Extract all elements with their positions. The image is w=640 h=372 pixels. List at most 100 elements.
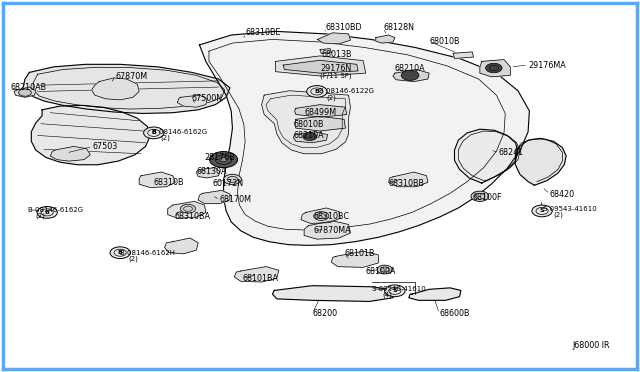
Polygon shape xyxy=(273,286,395,301)
Text: B: B xyxy=(151,130,156,135)
Text: 68210AB: 68210AB xyxy=(10,83,47,92)
Polygon shape xyxy=(376,35,395,43)
Text: 67870M: 67870M xyxy=(116,71,148,81)
Polygon shape xyxy=(196,168,220,178)
Text: 68128N: 68128N xyxy=(383,23,415,32)
Text: S 09540-41610: S 09540-41610 xyxy=(372,286,426,292)
Text: 67500N: 67500N xyxy=(192,93,223,103)
Circle shape xyxy=(314,212,329,221)
Text: 68013B: 68013B xyxy=(321,50,352,59)
Polygon shape xyxy=(200,31,529,246)
Circle shape xyxy=(303,132,317,141)
Polygon shape xyxy=(92,78,139,100)
Text: (2): (2) xyxy=(326,94,336,100)
Polygon shape xyxy=(164,238,198,254)
Polygon shape xyxy=(388,172,428,187)
Polygon shape xyxy=(320,49,332,53)
Polygon shape xyxy=(177,95,207,107)
Polygon shape xyxy=(139,172,175,187)
Text: 68100A: 68100A xyxy=(365,266,396,276)
Text: 67503: 67503 xyxy=(93,142,118,151)
Text: 68600B: 68600B xyxy=(439,309,470,318)
Text: 68130A: 68130A xyxy=(196,167,227,176)
Text: S 09543-41610: S 09543-41610 xyxy=(543,206,597,212)
Text: 68241: 68241 xyxy=(499,148,524,157)
Text: 68420: 68420 xyxy=(550,190,575,199)
Polygon shape xyxy=(51,147,90,161)
Circle shape xyxy=(180,204,196,213)
Polygon shape xyxy=(480,60,510,77)
Text: 28176B: 28176B xyxy=(205,153,236,162)
Text: B 08146-6162H: B 08146-6162H xyxy=(120,250,175,256)
Circle shape xyxy=(377,265,392,274)
Text: 68200: 68200 xyxy=(312,309,337,318)
Text: (4): (4) xyxy=(382,291,392,298)
Polygon shape xyxy=(301,208,340,223)
Text: (2): (2) xyxy=(160,134,170,141)
Text: 68310BE: 68310BE xyxy=(245,28,280,37)
Text: 67870MA: 67870MA xyxy=(314,226,351,235)
Polygon shape xyxy=(276,56,365,76)
Text: S: S xyxy=(392,288,397,293)
Polygon shape xyxy=(234,267,279,282)
Polygon shape xyxy=(515,138,566,185)
Text: 68010B: 68010B xyxy=(293,120,324,129)
Polygon shape xyxy=(284,60,358,73)
Text: B: B xyxy=(314,89,319,94)
Polygon shape xyxy=(317,33,351,44)
Circle shape xyxy=(110,247,131,259)
Circle shape xyxy=(471,191,489,201)
Text: S: S xyxy=(540,208,545,214)
Circle shape xyxy=(143,127,164,139)
Circle shape xyxy=(19,89,31,96)
Polygon shape xyxy=(31,105,150,165)
Polygon shape xyxy=(453,52,474,58)
Circle shape xyxy=(385,285,405,296)
Circle shape xyxy=(401,70,419,80)
Polygon shape xyxy=(304,221,351,239)
Polygon shape xyxy=(294,116,346,131)
Polygon shape xyxy=(14,87,36,97)
Text: B 08146-6162G: B 08146-6162G xyxy=(152,129,207,135)
Text: (2): (2) xyxy=(129,255,138,262)
Text: 68310BC: 68310BC xyxy=(314,212,349,221)
Polygon shape xyxy=(393,70,429,81)
Text: B: B xyxy=(45,210,50,215)
Polygon shape xyxy=(294,105,347,117)
Text: 29176N: 29176N xyxy=(320,64,351,73)
Circle shape xyxy=(486,63,502,73)
Text: (2): (2) xyxy=(554,211,563,218)
Text: B 08146-6162G: B 08146-6162G xyxy=(28,207,83,213)
Polygon shape xyxy=(409,288,461,300)
Circle shape xyxy=(223,174,241,185)
Text: 60172N: 60172N xyxy=(212,179,243,187)
Circle shape xyxy=(220,157,227,162)
Text: 68210A: 68210A xyxy=(293,131,324,140)
Polygon shape xyxy=(454,129,518,183)
Text: 68310B: 68310B xyxy=(154,178,184,187)
Text: J68000 IR: J68000 IR xyxy=(573,341,610,350)
Circle shape xyxy=(307,86,327,97)
Text: 29176MA: 29176MA xyxy=(528,61,566,70)
Text: 68310BB: 68310BB xyxy=(388,179,424,187)
Polygon shape xyxy=(293,132,328,143)
Circle shape xyxy=(210,151,237,168)
Text: B: B xyxy=(118,250,123,255)
Text: 68210A: 68210A xyxy=(395,64,426,73)
Text: 68310BA: 68310BA xyxy=(174,212,210,221)
Text: 68499M: 68499M xyxy=(305,108,337,117)
Text: 68310BD: 68310BD xyxy=(325,23,362,32)
Text: (F/11 SP): (F/11 SP) xyxy=(320,73,351,79)
Text: (2): (2) xyxy=(36,213,45,219)
Polygon shape xyxy=(262,91,351,154)
Text: 68170M: 68170M xyxy=(220,195,252,205)
Text: B 08146-6122G: B 08146-6122G xyxy=(319,89,374,94)
Circle shape xyxy=(37,206,58,218)
Text: 68101B: 68101B xyxy=(344,249,374,258)
Text: 68101BA: 68101BA xyxy=(243,274,278,283)
Polygon shape xyxy=(198,190,230,203)
Polygon shape xyxy=(168,201,206,218)
Polygon shape xyxy=(23,64,230,113)
Polygon shape xyxy=(332,251,378,267)
Text: 68010B: 68010B xyxy=(429,37,460,46)
